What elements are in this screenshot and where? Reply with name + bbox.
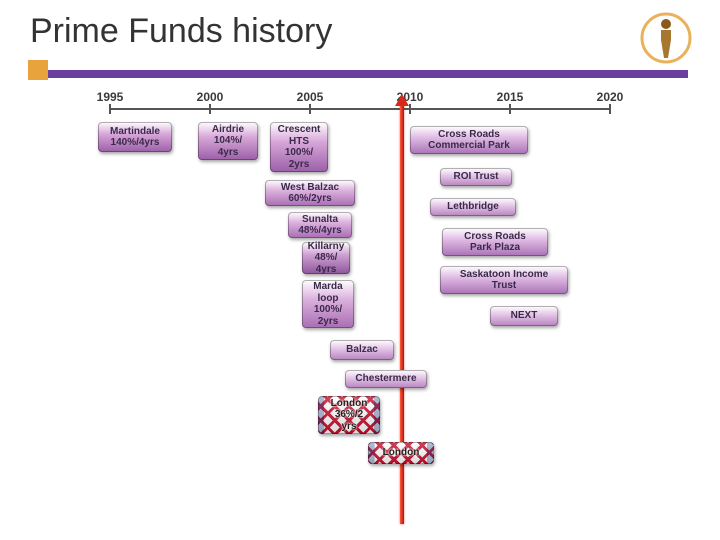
fund-box: Cross Roads Commercial Park — [410, 126, 528, 154]
header-rule — [48, 70, 688, 78]
fund-label: West Balzac 60%/2yrs — [281, 182, 339, 205]
brand-logo — [634, 6, 698, 70]
fund-box: Crescent HTS 100%/ 2yrs — [270, 122, 328, 172]
fund-label: Cross Roads Park Plaza — [464, 231, 526, 254]
fund-label: Killarny 48%/ 4yrs — [308, 241, 345, 276]
fund-label: Cross Roads Commercial Park — [428, 129, 510, 152]
fund-box: Chestermere — [345, 370, 427, 388]
fund-label: NEXT — [511, 310, 538, 322]
fund-label: London — [383, 447, 420, 459]
fund-box: Cross Roads Park Plaza — [442, 228, 548, 256]
fund-box: West Balzac 60%/2yrs — [265, 180, 355, 206]
year-label: 2005 — [297, 90, 324, 104]
accent-square — [28, 60, 48, 80]
page-title: Prime Funds history — [30, 12, 332, 51]
year-label: 2020 — [597, 90, 624, 104]
fund-box: Killarny 48%/ 4yrs — [302, 242, 350, 274]
fund-label: Saskatoon Income Trust — [460, 269, 548, 292]
axis-tick — [109, 104, 111, 114]
fund-label: Sunalta 48%/4yrs — [298, 214, 341, 237]
fund-box: Lethbridge — [430, 198, 516, 216]
fund-label: Lethbridge — [447, 201, 499, 213]
fund-label: Chestermere — [355, 373, 416, 385]
fund-label: Crescent HTS 100%/ 2yrs — [278, 124, 321, 170]
year-label: 2000 — [197, 90, 224, 104]
fund-box: Martindale 140%/4yrs — [98, 122, 172, 152]
fund-box: NEXT — [490, 306, 558, 326]
fund-box: London 36%/2 yrs — [318, 396, 380, 434]
fund-label: Airdrie 104%/ 4yrs — [212, 124, 244, 159]
fund-label: London 36%/2 yrs — [331, 398, 368, 433]
fund-box: ROI Trust — [440, 168, 512, 186]
fund-box: Airdrie 104%/ 4yrs — [198, 122, 258, 160]
axis-tick — [409, 104, 411, 114]
axis-tick — [609, 104, 611, 114]
fund-box: London — [368, 442, 434, 464]
timeline-diagram: 199520002005201020152020Martindale 140%/… — [70, 90, 650, 530]
axis-tick — [309, 104, 311, 114]
fund-label: Martindale 140%/4yrs — [110, 126, 160, 149]
year-label: 1995 — [97, 90, 124, 104]
fund-box: Balzac — [330, 340, 394, 360]
year-label: 2015 — [497, 90, 524, 104]
axis-tick — [209, 104, 211, 114]
fund-box: Marda loop 100%/ 2yrs — [302, 280, 354, 328]
fund-box: Sunalta 48%/4yrs — [288, 212, 352, 238]
axis-tick — [509, 104, 511, 114]
timeline-axis — [110, 108, 610, 110]
fund-label: Marda loop 100%/ 2yrs — [313, 281, 342, 327]
fund-label: ROI Trust — [453, 171, 498, 183]
fund-label: Balzac — [346, 344, 378, 356]
fund-box: Saskatoon Income Trust — [440, 266, 568, 294]
